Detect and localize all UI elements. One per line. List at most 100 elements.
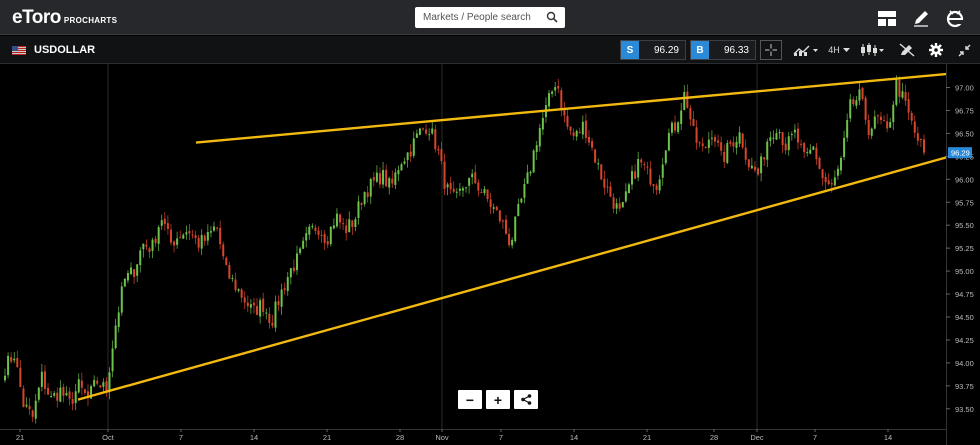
candle (879, 111, 882, 125)
etoro-logo[interactable]: eToro PROCHARTS (12, 7, 117, 29)
lower-trendline[interactable] (77, 155, 951, 401)
candle (280, 283, 283, 315)
candle (77, 373, 80, 394)
collapse-button[interactable] (953, 40, 975, 60)
candle (486, 189, 489, 203)
candle (443, 153, 446, 196)
x-tick-label: 7 (179, 433, 183, 442)
candle (277, 295, 280, 311)
candle (425, 124, 428, 136)
candle (16, 350, 19, 368)
candle (31, 409, 34, 423)
chart-type-button[interactable] (858, 40, 886, 60)
candle (163, 212, 166, 231)
candle (7, 352, 10, 379)
candle (169, 223, 172, 246)
candle (295, 245, 298, 275)
trendlines[interactable] (77, 72, 951, 401)
candle (674, 115, 677, 134)
candle (919, 138, 922, 148)
candle (477, 179, 480, 197)
candle (790, 131, 793, 141)
candle (624, 183, 627, 204)
candle (554, 81, 557, 97)
candle (720, 136, 723, 156)
search-box[interactable] (415, 7, 565, 28)
candle (62, 383, 65, 403)
x-tick-label: Dec (750, 433, 764, 442)
upper-trendline[interactable] (195, 72, 951, 144)
candle (489, 192, 492, 214)
candle (108, 367, 111, 400)
candle (412, 131, 415, 159)
y-tick-label: 93.75 (955, 382, 974, 391)
zoom-in-button[interactable]: + (486, 390, 510, 409)
candle (234, 272, 237, 293)
candle (526, 164, 529, 185)
candle (717, 134, 720, 147)
candle (606, 178, 609, 193)
candle (299, 246, 302, 256)
candle (145, 239, 148, 251)
candle (292, 259, 295, 274)
candle (713, 134, 716, 148)
candle (916, 126, 919, 146)
candle (326, 235, 329, 248)
candle (274, 295, 277, 332)
candle (151, 237, 154, 259)
candle (271, 314, 274, 329)
candle (646, 161, 649, 175)
etoro-e-icon[interactable] (938, 6, 972, 30)
chart-grid (107, 64, 758, 429)
candle (609, 181, 612, 198)
candle (437, 145, 440, 156)
candle (548, 89, 551, 111)
candle (538, 123, 541, 152)
candle (83, 388, 86, 396)
indicators-button[interactable] (792, 40, 820, 60)
chart-area[interactable]: 97.0096.7596.5096.2596.0095.7595.5095.25… (0, 64, 980, 445)
candle (166, 215, 169, 235)
time-axis[interactable]: 21 Oct 7 14 21 28 Nov 7 14 21 28 Dec 7 14 (0, 429, 946, 442)
candle (53, 391, 56, 398)
candle (523, 178, 526, 204)
candle (923, 134, 925, 156)
candle (71, 391, 74, 411)
price-axis[interactable]: 97.0096.7596.5096.2596.0095.7595.5095.25… (946, 64, 980, 445)
hide-drawings-button[interactable] (896, 40, 918, 60)
search-input[interactable] (423, 12, 543, 23)
sell-tag: S (621, 41, 639, 59)
candle (775, 128, 778, 140)
candle (618, 197, 621, 212)
crosshair-button[interactable] (760, 40, 782, 60)
candle (237, 288, 240, 293)
zoom-out-button[interactable]: − (458, 390, 482, 409)
candle (498, 209, 501, 224)
eraser-pencil-icon (899, 43, 915, 57)
layout-icon[interactable] (870, 6, 904, 30)
sell-button[interactable]: S 96.29 (620, 40, 686, 60)
candle (400, 162, 403, 171)
candle (200, 229, 203, 255)
last-price-marker: 96.29 (948, 147, 972, 159)
candle (173, 240, 176, 253)
candle (643, 161, 646, 171)
settings-button[interactable] (925, 40, 947, 60)
draw-pencil-icon[interactable] (904, 6, 938, 30)
share-button[interactable] (514, 390, 538, 409)
candle (587, 130, 590, 146)
candlestick-chart[interactable]: 97.0096.7596.5096.2596.0095.7595.5095.25… (0, 64, 980, 445)
candle (203, 233, 206, 246)
search-icon[interactable] (546, 11, 558, 23)
timeframe-select[interactable]: 4H (826, 40, 852, 60)
candle (142, 243, 145, 258)
candle (898, 76, 901, 104)
candle (397, 165, 400, 181)
candle (268, 307, 271, 329)
candle (228, 261, 231, 280)
candle (769, 131, 772, 147)
candle (434, 124, 437, 153)
candle (59, 380, 62, 403)
buy-button[interactable]: B 96.33 (690, 40, 756, 60)
candle (388, 176, 391, 195)
